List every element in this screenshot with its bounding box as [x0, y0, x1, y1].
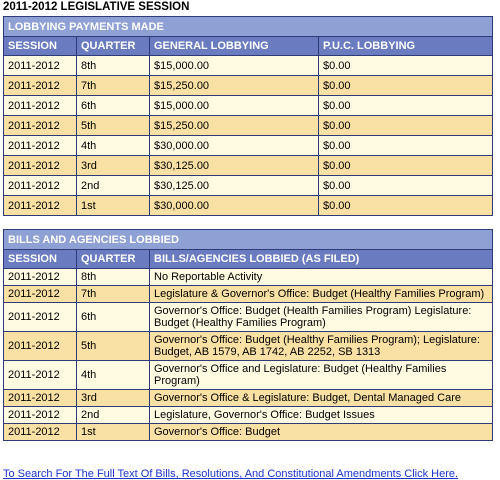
table-row: 2011-2012 7th Legislature & Governor's Off… — [4, 286, 492, 302]
table-cell: Governor's Office: Budget — [150, 424, 492, 440]
table-cell: 2011-2012 — [4, 286, 76, 302]
table-cell: 1st — [77, 196, 149, 215]
table-row: 2011-2012 7th $15,250.00 $0.00 — [4, 76, 492, 95]
table-cell: 8th — [77, 56, 149, 75]
table-cell: 1st — [77, 424, 149, 440]
table-cell: 5th — [77, 332, 149, 360]
table-cell: 2011-2012 — [4, 156, 76, 175]
table-cell: 8th — [77, 269, 149, 285]
table-row: 2011-2012 1st $30,000.00 $0.00 — [4, 196, 492, 215]
table-cell: Governor's Office & Legislature: Budget,… — [150, 390, 492, 406]
table-cell: 7th — [77, 286, 149, 302]
table-cell: Governor's Office: Budget (Healthy Famil… — [150, 332, 492, 360]
column-header: GENERAL LOBBYING — [150, 37, 318, 55]
table-cell: 2011-2012 — [4, 176, 76, 195]
table-cell: 2011-2012 — [4, 424, 76, 440]
column-header: BILLS/AGENCIES LOBBIED (AS FILED) — [150, 250, 492, 268]
table-row: 2011-2012 4th Governor's Office and Legisl… — [4, 361, 492, 389]
table-cell: 3rd — [77, 390, 149, 406]
table-cell: 2011-2012 — [4, 361, 76, 389]
column-header: SESSION — [4, 37, 76, 55]
table-cell: Governor's Office: Budget (Health Famili… — [150, 303, 492, 331]
table-cell: $15,250.00 — [150, 76, 318, 95]
table-row: 2011-2012 6th $15,000.00 $0.00 — [4, 96, 492, 115]
payments-table: LOBBYING PAYMENTS MADE SESSION QUARTER GENE… — [3, 16, 493, 216]
table-cell: $0.00 — [319, 196, 492, 215]
table-row: 2011-2012 8th $15,000.00 $0.00 — [4, 56, 492, 75]
column-header: QUARTER — [77, 37, 149, 55]
table-cell: $30,000.00 — [150, 196, 318, 215]
table-cell: 2011-2012 — [4, 332, 76, 360]
table-row: 2011-2012 8th No Reportable Activity — [4, 269, 492, 285]
table-cell: 2011-2012 — [4, 116, 76, 135]
table-cell: 6th — [77, 96, 149, 115]
table-row: 2011-2012 5th Governor's Office: Budget (H… — [4, 332, 492, 360]
table-row: 2011-2012 1st Governor's Office: Budget — [4, 424, 492, 440]
table-cell: 5th — [77, 116, 149, 135]
table-cell: 2011-2012 — [4, 76, 76, 95]
table-cell: 4th — [77, 361, 149, 389]
table-cell: 2011-2012 — [4, 56, 76, 75]
table-cell: 2011-2012 — [4, 390, 76, 406]
table-cell: $30,125.00 — [150, 176, 318, 195]
table-row: 2011-2012 2nd $30,125.00 $0.00 — [4, 176, 492, 195]
table-row: 2011-2012 6th Governor's Office: Budget (H… — [4, 303, 492, 331]
table-cell: 3rd — [77, 156, 149, 175]
caption-row: BILLS AND AGENCIES LOBBIED — [4, 230, 492, 249]
table-caption: BILLS AND AGENCIES LOBBIED — [4, 230, 492, 249]
table-cell: Legislature, Governor's Office: Budget I… — [150, 407, 492, 423]
column-header: SESSION — [4, 250, 76, 268]
table-cell: 4th — [77, 136, 149, 155]
table-cell: $30,125.00 — [150, 156, 318, 175]
bills-table: BILLS AND AGENCIES LOBBIED SESSION QUARTER… — [3, 229, 493, 441]
table-cell: Legislature & Governor's Office: Budget … — [150, 286, 492, 302]
table-cell: $15,000.00 — [150, 96, 318, 115]
table-cell: 2011-2012 — [4, 407, 76, 423]
search-link[interactable]: To Search For The Full Text Of Bills, Re… — [3, 468, 459, 480]
table-cell: $30,000.00 — [150, 136, 318, 155]
table-cell: $0.00 — [319, 136, 492, 155]
table-cell: 2011-2012 — [4, 269, 76, 285]
table-caption: LOBBYING PAYMENTS MADE — [4, 17, 492, 36]
table-cell: $0.00 — [319, 176, 492, 195]
column-header: QUARTER — [77, 250, 149, 268]
table-cell: 2nd — [77, 176, 149, 195]
table-cell: $0.00 — [319, 76, 492, 95]
table-row: 2011-2012 3rd $30,125.00 $0.00 — [4, 156, 492, 175]
table-cell: 6th — [77, 303, 149, 331]
table-cell: $0.00 — [319, 96, 492, 115]
table-cell: 2011-2012 — [4, 96, 76, 115]
table-cell: 2011-2012 — [4, 136, 76, 155]
page-title: 2011-2012 LEGISLATIVE SESSION — [3, 1, 190, 13]
table-cell: $15,250.00 — [150, 116, 318, 135]
caption-row: LOBBYING PAYMENTS MADE — [4, 17, 492, 36]
table-row: 2011-2012 4th $30,000.00 $0.00 — [4, 136, 492, 155]
table-cell: No Reportable Activity — [150, 269, 492, 285]
header-row: SESSION QUARTER BILLS/AGENCIES LOBBIED (AS… — [4, 250, 492, 268]
column-header: P.U.C. LOBBYING — [319, 37, 492, 55]
table-cell: 2nd — [77, 407, 149, 423]
table-row: 2011-2012 5th $15,250.00 $0.00 — [4, 116, 492, 135]
table-cell: $0.00 — [319, 156, 492, 175]
table-cell: Governor's Office and Legislature: Budge… — [150, 361, 492, 389]
table-cell: 2011-2012 — [4, 303, 76, 331]
table-cell: $0.00 — [319, 56, 492, 75]
table-row: 2011-2012 3rd Governor's Office & Legislat… — [4, 390, 492, 406]
table-cell: $15,000.00 — [150, 56, 318, 75]
table-cell: $0.00 — [319, 116, 492, 135]
table-cell: 2011-2012 — [4, 196, 76, 215]
table-cell: 7th — [77, 76, 149, 95]
header-row: SESSION QUARTER GENERAL LOBBYING P.U.C. LOB… — [4, 37, 492, 55]
table-row: 2011-2012 2nd Legislature, Governor's Offi… — [4, 407, 492, 423]
